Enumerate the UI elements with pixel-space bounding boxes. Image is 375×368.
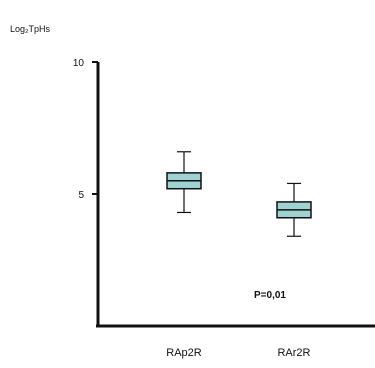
p-value-annotation: P=0,01 [254, 290, 286, 301]
box-rar2r [276, 182, 312, 237]
y-axis-label: Log₂TpHs [10, 24, 51, 34]
x-category-label: RAp2R [166, 347, 202, 359]
y-tick-label: 10 [73, 58, 85, 69]
box-rap2r [166, 151, 202, 214]
x-category-label: RAr2R [277, 347, 310, 359]
y-tick-label: 5 [78, 190, 84, 201]
